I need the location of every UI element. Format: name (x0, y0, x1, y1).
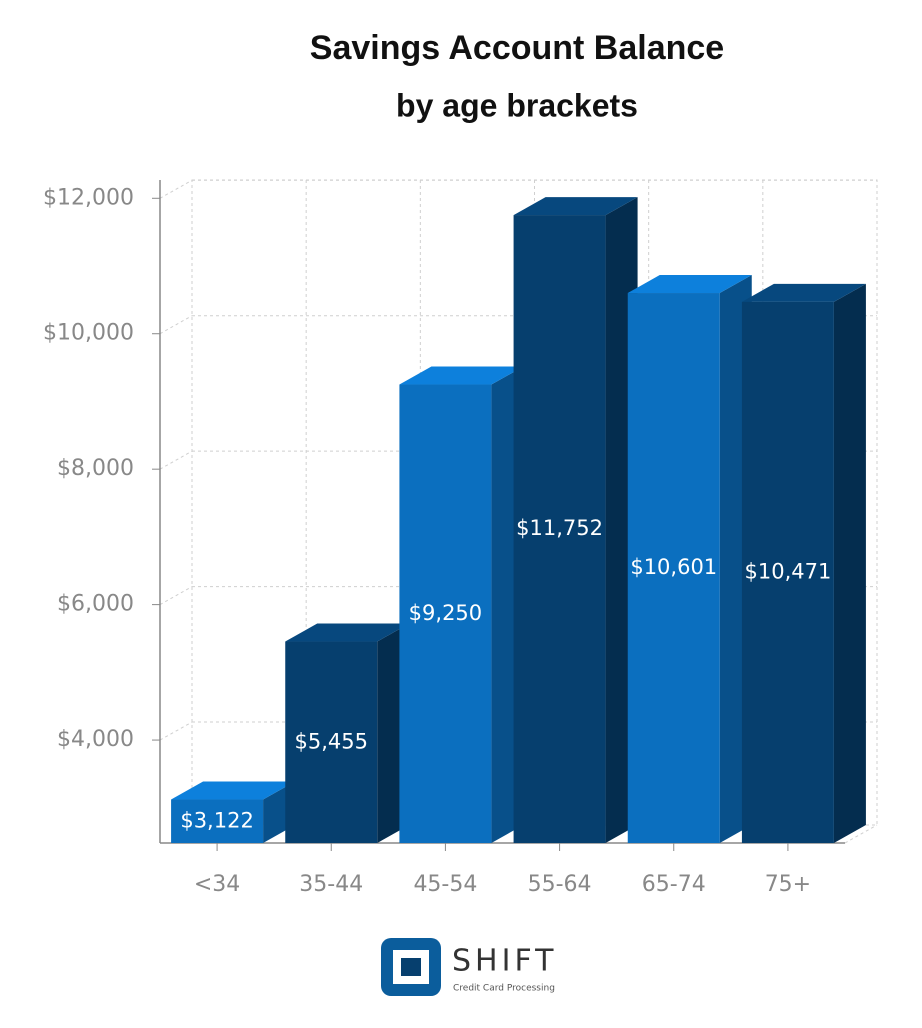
x-tick-label: <34 (194, 872, 240, 897)
bar (399, 384, 492, 843)
y-tick-label: $10,000 (43, 321, 134, 346)
grid-line-depth (159, 450, 193, 470)
grid-line-depth (159, 315, 193, 335)
value-label: $10,471 (744, 559, 831, 583)
bar-top (285, 623, 410, 642)
bar (285, 641, 378, 843)
value-label: $9,250 (409, 601, 482, 625)
grid-line-depth (159, 721, 193, 741)
chart-title: Savings Account Balance (310, 29, 724, 67)
logo: SHIFT Credit Card Processing (381, 938, 558, 996)
floor-edge (844, 824, 878, 844)
bar (171, 799, 264, 843)
plot-area: $4,000 $6,000 $8,000 $10,000 $12,000 <34 $3,12… (43, 179, 878, 897)
grid-line-depth (159, 179, 193, 199)
bar-top (513, 197, 638, 216)
value-label: $3,122 (180, 808, 253, 832)
logo-tagline: Credit Card Processing (453, 984, 555, 994)
chart-subtitle: by age brackets (396, 87, 638, 123)
bar-side (833, 283, 866, 844)
bar-top (627, 275, 752, 294)
value-label: $5,455 (295, 729, 368, 753)
x-tick-label: 75+ (765, 872, 811, 897)
value-label: $11,752 (516, 516, 603, 540)
bar-top (399, 366, 524, 385)
y-tick-label: $8,000 (57, 456, 134, 481)
bar (741, 301, 834, 844)
bar-top (741, 283, 866, 302)
grid-line-depth (159, 586, 193, 606)
y-tick-label: $4,000 (57, 727, 134, 752)
y-tick-label: $12,000 (43, 185, 134, 210)
x-tick-label: 35-44 (299, 872, 363, 897)
x-tick-label: 55-64 (528, 872, 592, 897)
bar-top (171, 781, 296, 800)
y-tick-label: $6,000 (57, 592, 134, 617)
x-tick-label: 45-54 (413, 872, 477, 897)
bar (513, 215, 606, 843)
value-label: $10,601 (630, 555, 717, 579)
x-tick-label: 65-74 (642, 872, 706, 897)
bar (627, 293, 720, 843)
logo-icon-core (401, 958, 421, 976)
logo-name: SHIFT (452, 944, 558, 979)
